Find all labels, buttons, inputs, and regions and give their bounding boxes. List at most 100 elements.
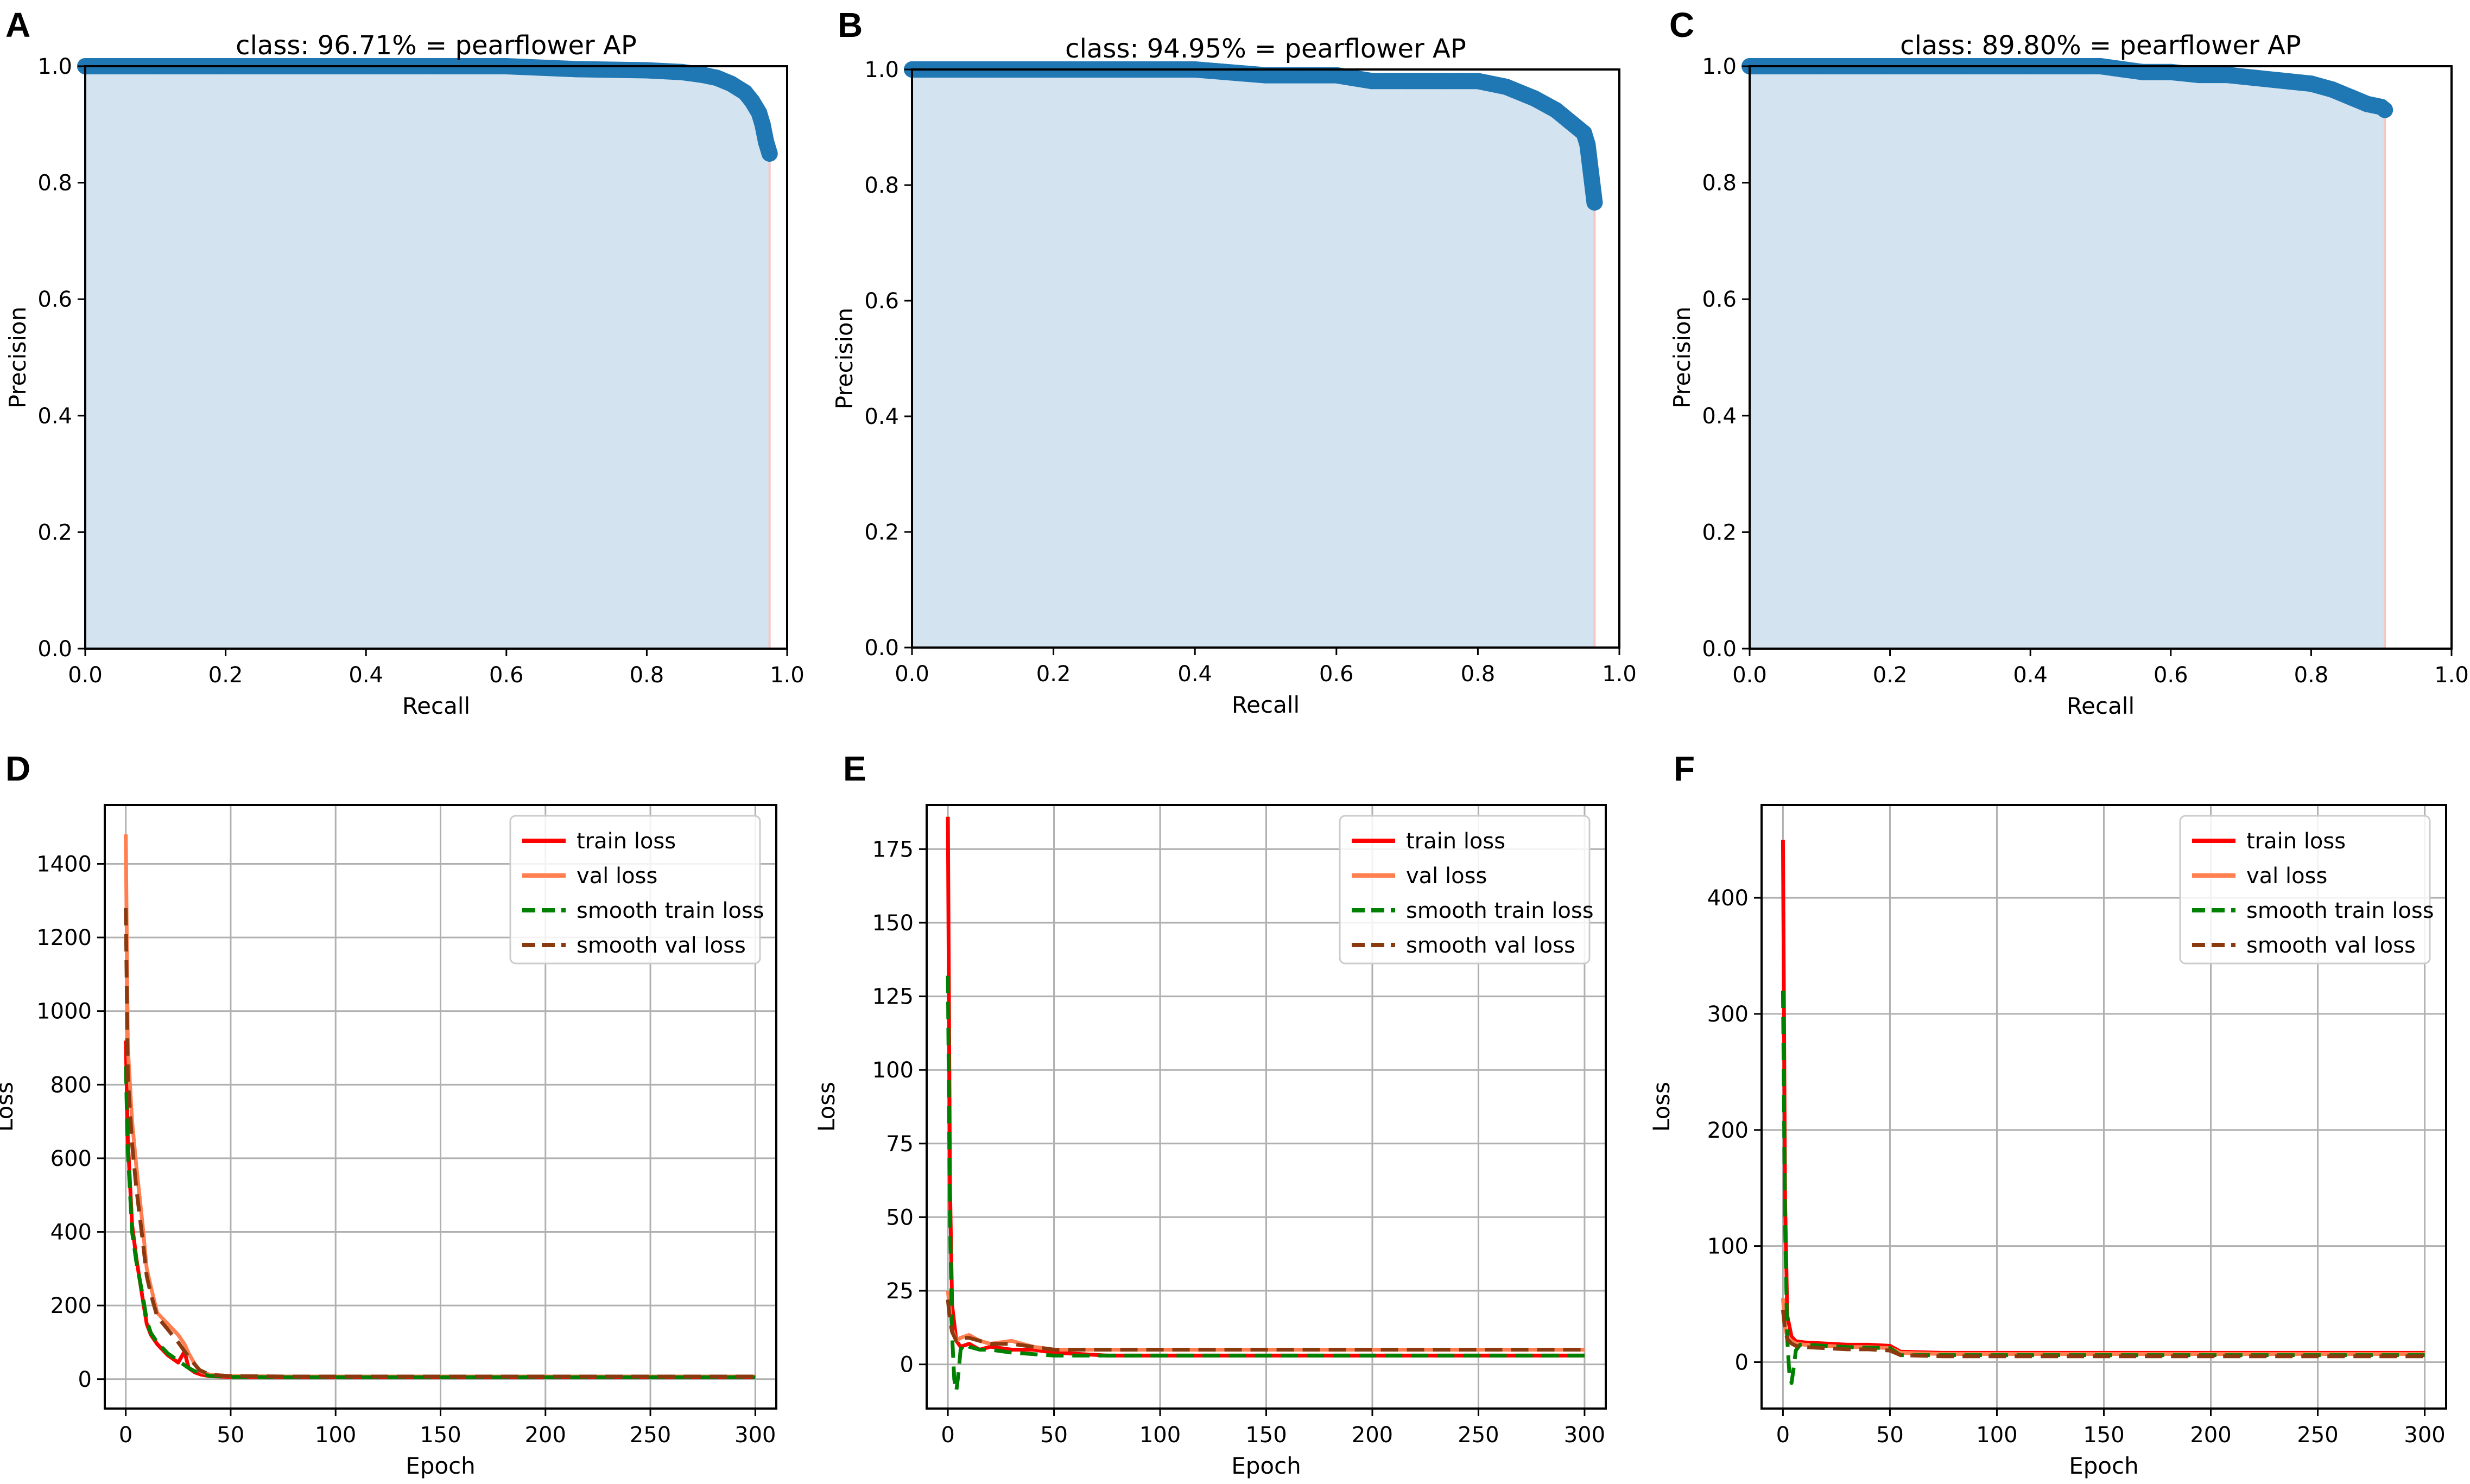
y-tick-label: 200	[1707, 1118, 1749, 1143]
legend-label: val loss	[577, 864, 657, 889]
pr-curve-chart-a: 0.0 0.2 0.4 0.6 0.8 1.0 0.0 0.2 0.4 0.6 0.8 1.0 Reca…	[4, 30, 805, 719]
y-tick-label: 400	[1707, 886, 1749, 911]
y-tick-label: 0.6	[37, 287, 72, 312]
x-tick-label: 0.6	[1319, 662, 1354, 687]
x-tick-label: 150	[2083, 1423, 2124, 1448]
loss-curve-chart-f: 0 50 100 150 200 250 300 0 100 200 300 400 Epoch Loss…	[1648, 804, 2447, 1479]
x-tick-label: 0.8	[2294, 663, 2329, 688]
x-tick-label: 0.8	[1461, 662, 1496, 687]
x-tick-label: 0.6	[489, 663, 524, 688]
x-tick-label: 300	[2404, 1423, 2445, 1448]
legend-label: smooth train loss	[1406, 898, 1594, 923]
y-tick-label: 0.0	[37, 637, 72, 662]
panel-letter-d: D	[5, 749, 30, 788]
pr-point	[2219, 67, 2235, 84]
x-tick-label: 1.0	[2434, 663, 2469, 688]
pr-point	[1222, 64, 1239, 81]
y-tick-label: 0.8	[1702, 171, 1737, 196]
y-tick-label: 1.0	[37, 54, 72, 79]
y-tick-label: 600	[50, 1146, 92, 1171]
plot-frame	[911, 68, 1620, 649]
y-tick-label: 0.8	[864, 173, 899, 198]
plot-frame	[1749, 65, 2453, 650]
y-tick-label: 0.0	[1702, 637, 1737, 662]
y-tick-label: 0.4	[1702, 404, 1737, 429]
legend-label: smooth val loss	[2246, 933, 2416, 958]
x-tick-label: 1.0	[1602, 662, 1637, 687]
legend-label: val loss	[2246, 864, 2327, 889]
pr-curve-chart-b: 0.0 0.2 0.4 0.6 0.8 1.0 0.0 0.2 0.4 0.6 0.8 1.0 Reca…	[831, 34, 1637, 718]
x-tick-label: 0.0	[895, 662, 929, 687]
x-tick-label: 250	[2297, 1423, 2338, 1448]
panel-letter-b: B	[838, 5, 863, 45]
y-axis-label: Precision	[1669, 307, 1695, 408]
x-tick-label: 0.2	[1036, 662, 1071, 687]
legend-box	[509, 815, 761, 965]
x-tick-label: 0	[941, 1423, 954, 1448]
pr-point	[2377, 102, 2393, 118]
pr-point	[708, 69, 725, 86]
pr-point	[2190, 67, 2207, 84]
x-tick-label: 0.0	[1732, 663, 1767, 688]
x-tick-label: 300	[734, 1423, 776, 1448]
pr-point	[723, 75, 739, 92]
y-axis-label: Loss	[1648, 1082, 1675, 1132]
x-tick-label: 0.2	[1873, 663, 1908, 688]
x-axis-label: Epoch	[1231, 1453, 1301, 1479]
y-tick-label: 1.0	[864, 58, 899, 83]
pr-point	[754, 116, 771, 133]
x-tick-label: 1.0	[770, 663, 805, 688]
y-axis-label: Precision	[831, 308, 858, 409]
pr-point	[2246, 69, 2263, 86]
x-axis-label: Recall	[1232, 692, 1300, 718]
y-tick-label: 200	[50, 1293, 92, 1318]
pr-point	[2303, 75, 2320, 92]
panel-letter-f: F	[1674, 749, 1695, 788]
y-tick-label: 100	[872, 1058, 914, 1083]
x-tick-label: 0.6	[2154, 663, 2188, 688]
legend-label: train loss	[2246, 829, 2346, 854]
pr-point	[1498, 78, 1515, 95]
y-tick-label: 1200	[36, 925, 92, 950]
y-tick-label: 0.8	[37, 171, 72, 196]
pr-point	[1582, 165, 1599, 182]
legend-label: smooth val loss	[577, 933, 746, 958]
y-axis-label: Loss	[0, 1082, 18, 1132]
x-tick-label: 250	[1458, 1423, 1499, 1448]
plot-frame	[84, 65, 788, 650]
x-tick-label: 150	[1245, 1423, 1287, 1448]
legend-box	[2179, 815, 2431, 965]
y-tick-label: 400	[50, 1220, 92, 1245]
legend-label: smooth train loss	[2246, 898, 2434, 923]
pr-area-fill	[85, 66, 770, 649]
x-tick-label: 300	[1564, 1423, 1605, 1448]
legend-label: smooth train loss	[577, 898, 764, 923]
y-tick-label: 100	[1707, 1234, 1749, 1259]
x-tick-label: 50	[1876, 1423, 1904, 1448]
y-tick-label: 175	[872, 837, 914, 862]
pr-point	[638, 62, 655, 79]
pr-point	[2113, 61, 2130, 78]
y-tick-label: 50	[886, 1205, 914, 1230]
x-tick-label: 0.4	[1177, 662, 1212, 687]
pr-point	[694, 67, 711, 84]
x-tick-label: 50	[217, 1423, 244, 1448]
x-tick-label: 0.2	[208, 663, 243, 688]
legend-label: val loss	[1406, 864, 1487, 889]
pr-area-fill	[1750, 66, 2385, 649]
pr-point	[761, 145, 778, 162]
x-tick-label: 200	[525, 1423, 566, 1448]
x-tick-label: 0	[1776, 1423, 1790, 1448]
y-tick-label: 0	[78, 1367, 92, 1392]
pr-point	[2359, 96, 2376, 112]
loss-curve-chart-e: 0 50 100 150 200 250 300 0 25 50 75 100 125 150 175 Epo…	[813, 804, 1607, 1479]
pr-point	[674, 64, 691, 80]
pr-point	[1328, 67, 1345, 84]
x-tick-label: 0.0	[68, 663, 103, 688]
pr-point	[2324, 81, 2341, 98]
pr-point	[1586, 194, 1603, 211]
x-tick-label: 50	[1040, 1423, 1068, 1448]
x-tick-label: 0.8	[630, 663, 664, 688]
x-tick-label: 0	[119, 1423, 132, 1448]
